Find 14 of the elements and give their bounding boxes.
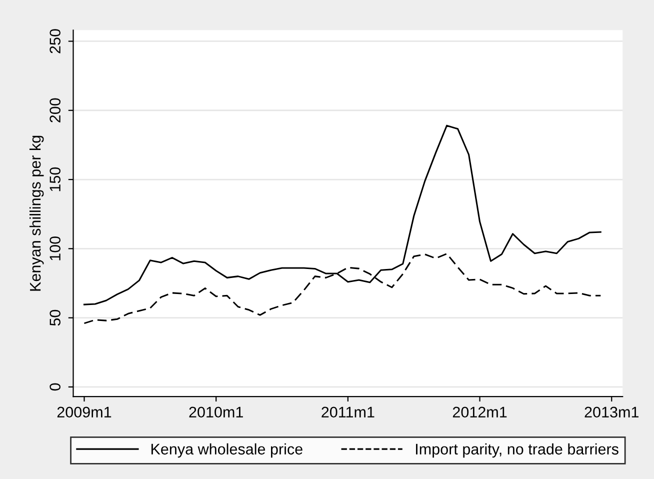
- x-tick-label: 2010m1: [189, 406, 243, 418]
- x-tick-label: 2012m1: [452, 406, 507, 418]
- y-tick-label: 50: [50, 310, 61, 326]
- legend-label: Import parity, no trade barriers: [416, 443, 618, 458]
- y-tick-label: 200: [50, 98, 61, 122]
- x-tick-label: 2009m1: [57, 406, 112, 418]
- y-tick-label: 150: [50, 167, 61, 192]
- y-tick-label: 0: [50, 383, 61, 391]
- legend-label: Kenya wholesale price: [151, 443, 302, 458]
- x-tick-label: 2011m1: [322, 406, 374, 418]
- y-tick-label: 100: [50, 236, 61, 260]
- y-tick-label: 250: [50, 29, 61, 54]
- x-tick-label: 2013m1: [584, 406, 638, 418]
- y-axis-title: Kenyan shillings per kg: [29, 136, 44, 291]
